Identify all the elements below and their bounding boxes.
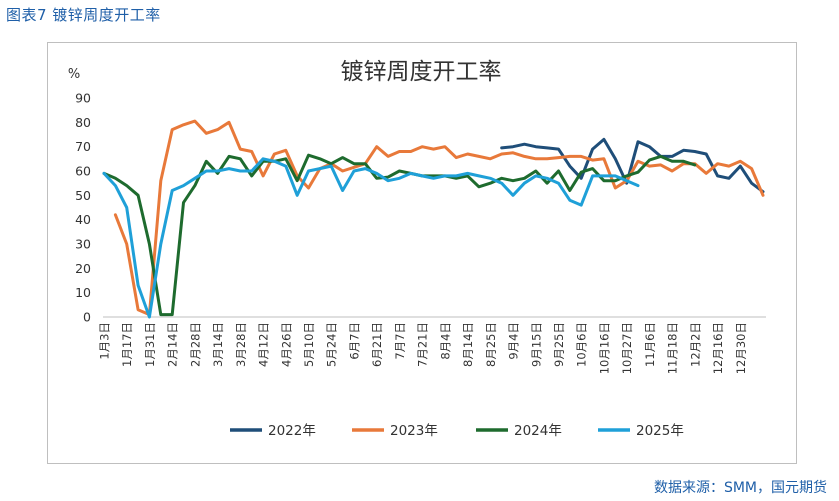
x-tick-label: 10月16日 xyxy=(597,322,611,374)
series-lines xyxy=(102,119,765,319)
x-tick-label: 10月27日 xyxy=(620,322,634,374)
x-tick-label: 4月12日 xyxy=(257,322,271,367)
chart-title: 镀锌周度开工率 xyxy=(341,59,502,85)
series-line-2 xyxy=(113,119,765,317)
legend-label: 2023年 xyxy=(390,423,438,439)
x-tick-label: 5月24日 xyxy=(325,322,339,367)
x-tick-label: 11月6日 xyxy=(643,322,657,367)
legend: 2022年 2023年 2024年 2025年 xyxy=(230,423,684,439)
x-tick-label: 6月7日 xyxy=(347,322,361,360)
y-axis-ticks: 0 10 20 30 40 50 60 70 80 90 xyxy=(75,91,91,325)
x-tick-label: 9月4日 xyxy=(507,322,521,360)
x-tick-label: 9月15日 xyxy=(529,322,543,367)
x-tick-label: 8月25日 xyxy=(484,322,498,367)
y-tick-label: 10 xyxy=(75,285,91,300)
y-axis-unit: % xyxy=(68,67,80,82)
x-tick-label: 4月26日 xyxy=(279,322,293,367)
y-tick-label: 50 xyxy=(75,188,91,203)
x-tick-label: 8月4日 xyxy=(438,322,452,360)
series-line-4 xyxy=(102,157,640,319)
series-line-1 xyxy=(500,137,765,194)
x-tick-label: 2月14日 xyxy=(166,322,180,367)
x-axis-ticks: 1月3日 1月17日 1月31日 2月14日 2月28日 3月14日 3月28日 4月12日 4… xyxy=(98,322,748,374)
y-tick-label: 20 xyxy=(75,261,91,276)
x-tick-label: 12月30日 xyxy=(734,322,748,374)
chart-frame xyxy=(47,42,797,464)
x-tick-label: 5月10日 xyxy=(302,322,316,367)
x-tick-label: 11月18日 xyxy=(666,322,680,374)
x-tick-label: 6月21日 xyxy=(370,322,384,367)
legend-label: 2024年 xyxy=(514,423,562,439)
legend-label: 2022年 xyxy=(268,423,316,439)
legend-label: 2025年 xyxy=(636,423,684,439)
source-note: 数据来源：SMM，国元期货 xyxy=(653,480,827,496)
figure-caption: 图表7 镀锌周度开工率 xyxy=(6,6,161,24)
y-tick-label: 30 xyxy=(75,237,91,252)
x-tick-label: 9月25日 xyxy=(552,322,566,367)
x-tick-label: 1月3日 xyxy=(98,322,112,360)
y-tick-label: 40 xyxy=(75,212,91,227)
x-tick-label: 8月14日 xyxy=(461,322,475,367)
y-tick-label: 0 xyxy=(83,310,91,325)
y-tick-label: 80 xyxy=(75,115,91,130)
x-tick-label: 7月7日 xyxy=(393,322,407,360)
y-tick-label: 60 xyxy=(75,164,91,179)
x-tick-label: 10月6日 xyxy=(575,322,589,367)
x-tick-label: 12月2日 xyxy=(688,322,702,367)
x-tick-label: 7月21日 xyxy=(416,322,430,367)
series-line-3 xyxy=(102,153,697,317)
x-tick-label: 3月28日 xyxy=(234,322,248,367)
x-tick-label: 12月16日 xyxy=(711,322,725,374)
x-tick-label: 3月14日 xyxy=(211,322,225,367)
x-tick-label: 1月17日 xyxy=(120,322,134,367)
x-tick-label: 1月31日 xyxy=(143,322,157,367)
y-tick-label: 90 xyxy=(75,91,91,106)
y-tick-label: 70 xyxy=(75,139,91,154)
x-tick-label: 2月28日 xyxy=(188,322,202,367)
